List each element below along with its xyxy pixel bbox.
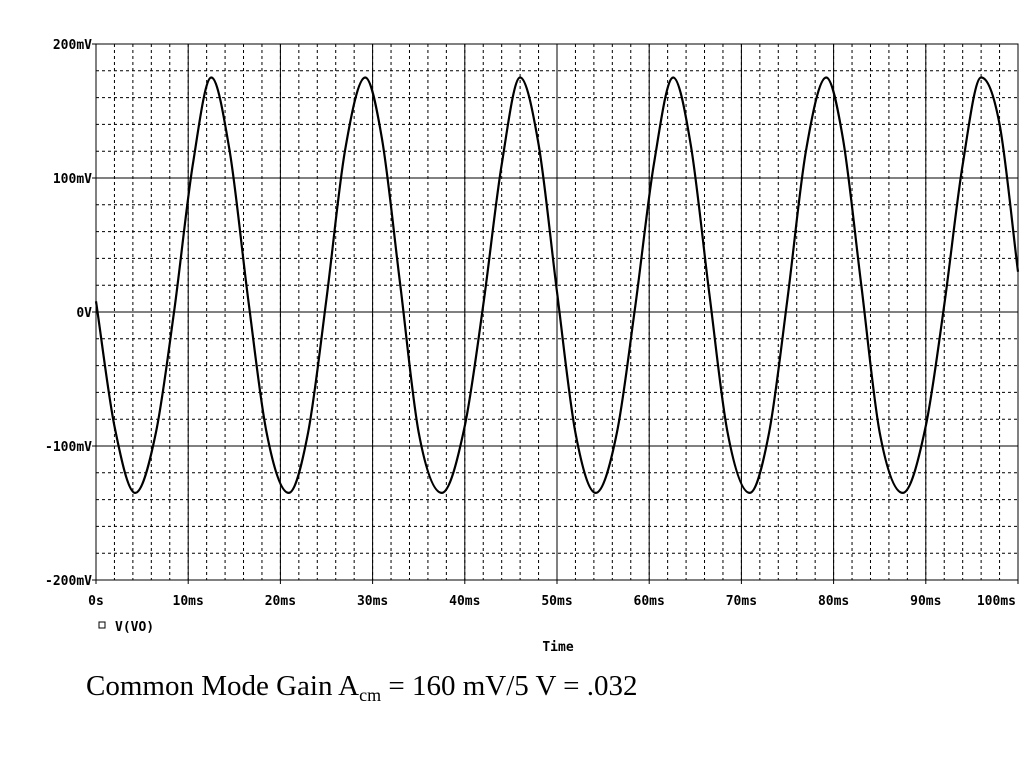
caption-prefix: Common Mode Gain A xyxy=(86,670,360,702)
caption-subscript: cm xyxy=(359,685,382,705)
y-axis: -200mV -100mV 0V 100mV 200mV xyxy=(45,38,96,589)
caption-suffix: = 160 mV/5 V = .032 xyxy=(381,670,638,702)
legend-label: V(VO) xyxy=(115,620,154,635)
series-line-v-vo xyxy=(94,76,1020,494)
x-axis-label: Time xyxy=(542,640,573,655)
caption: Common Mode Gain Acm = 160 mV/5 V = .032 xyxy=(86,670,638,705)
x-tick-label: 90ms xyxy=(910,594,941,609)
y-tick-label: 200mV xyxy=(53,38,92,53)
x-tick-label: 40ms xyxy=(449,594,480,609)
x-tick-label: 60ms xyxy=(634,594,665,609)
grid xyxy=(96,44,1018,580)
y-tick-label: -200mV xyxy=(45,574,92,589)
x-tick-label: 100ms xyxy=(977,594,1016,609)
x-tick-label: 0s xyxy=(88,594,104,609)
x-tick-label: 10ms xyxy=(173,594,204,609)
y-tick-label: 100mV xyxy=(53,172,92,187)
x-tick-label: 20ms xyxy=(265,594,296,609)
x-axis: 0s 10ms 20ms 30ms 40ms 50ms 60ms 70ms 80ms 90ms 10… xyxy=(88,580,1019,609)
x-tick-label: 70ms xyxy=(726,594,757,609)
legend-marker-square xyxy=(98,621,106,629)
x-tick-label: 50ms xyxy=(541,594,572,609)
y-tick-label: -100mV xyxy=(45,440,92,455)
waveform-plot: -200mV -100mV 0V 100mV 200mV 0s 10ms 20ms 30ms 4… xyxy=(45,38,1020,655)
x-tick-label: 80ms xyxy=(818,594,849,609)
y-tick-label: 0V xyxy=(76,306,92,321)
x-tick-label: 30ms xyxy=(357,594,388,609)
